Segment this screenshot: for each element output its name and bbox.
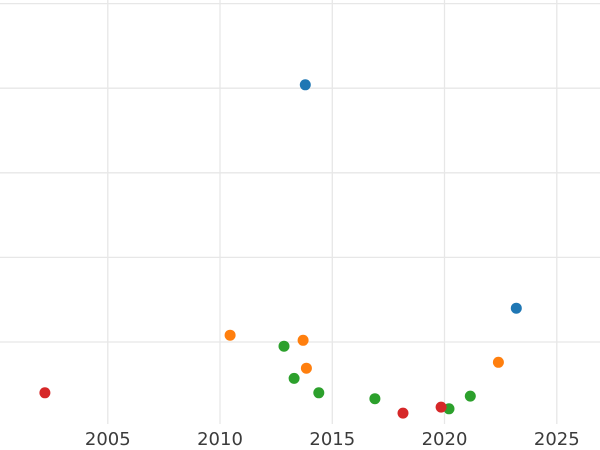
scatter-point-series-green <box>278 340 290 352</box>
scatter-point-series-red <box>397 407 409 419</box>
x-tick-label-2020: 2020 <box>422 429 468 450</box>
scatter-point-series-orange <box>297 334 309 346</box>
x-tick-label-2025: 2025 <box>534 429 580 450</box>
scatter-point-series-blue <box>510 302 522 314</box>
scatter-point-series-green <box>369 393 381 405</box>
x-tick-label-2015: 2015 <box>309 429 355 450</box>
scatter-point-series-green <box>464 390 476 402</box>
scatter-point-series-red <box>435 401 447 413</box>
x-tick-label-2005: 2005 <box>85 429 131 450</box>
scatter-point-series-orange <box>224 329 236 341</box>
scatter-point-series-green <box>288 372 300 384</box>
scatter-point-series-orange <box>300 362 312 374</box>
scatter-point-series-blue <box>299 79 311 91</box>
scatter-point-series-red <box>39 387 51 399</box>
scatter-point-series-green <box>313 387 325 399</box>
x-tick-label-2010: 2010 <box>197 429 243 450</box>
scatter-point-series-orange <box>492 356 504 368</box>
